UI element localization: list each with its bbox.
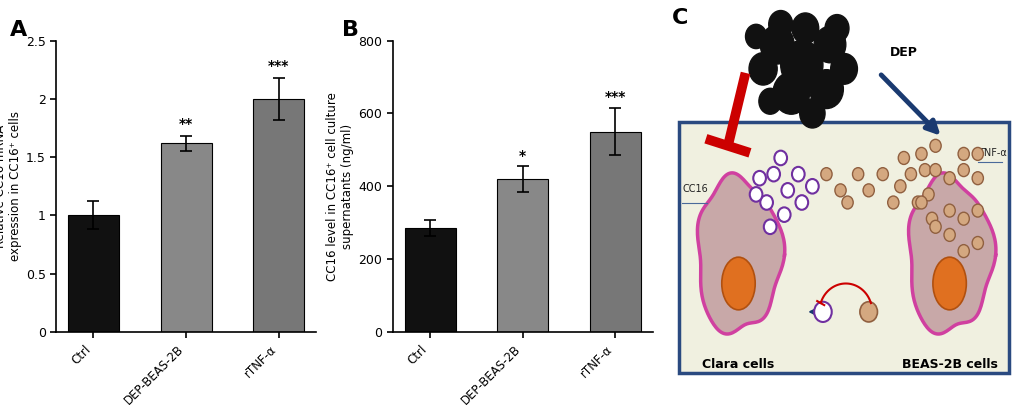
Circle shape <box>957 212 968 225</box>
Circle shape <box>922 188 933 201</box>
Circle shape <box>780 40 822 89</box>
Bar <box>589 132 640 332</box>
Bar <box>161 143 212 332</box>
Circle shape <box>971 147 982 160</box>
Circle shape <box>745 24 766 49</box>
Text: ***: *** <box>604 90 626 104</box>
Circle shape <box>841 196 852 209</box>
Text: CC16: CC16 <box>682 184 707 194</box>
Circle shape <box>876 168 888 181</box>
Circle shape <box>752 171 765 185</box>
Circle shape <box>799 99 824 128</box>
Circle shape <box>911 196 922 209</box>
Circle shape <box>943 172 955 185</box>
Circle shape <box>759 25 794 64</box>
Text: B: B <box>341 20 359 40</box>
Circle shape <box>929 164 941 177</box>
Circle shape <box>773 151 787 165</box>
Circle shape <box>957 245 968 258</box>
Circle shape <box>795 195 807 210</box>
Text: BEAS-2B cells: BEAS-2B cells <box>901 358 997 371</box>
Circle shape <box>915 196 926 209</box>
Circle shape <box>772 72 809 114</box>
Circle shape <box>971 237 982 249</box>
Text: ***: *** <box>268 59 289 73</box>
Circle shape <box>915 147 926 160</box>
Circle shape <box>805 179 818 194</box>
Circle shape <box>929 220 941 233</box>
Y-axis label: Relative CC16 mRNA
expression in CC16⁺ cells: Relative CC16 mRNA expression in CC16⁺ c… <box>0 111 21 261</box>
Text: *: * <box>519 149 526 163</box>
Text: DEP: DEP <box>889 46 917 59</box>
Circle shape <box>758 88 781 114</box>
Text: A: A <box>10 20 28 40</box>
Circle shape <box>957 164 968 177</box>
FancyBboxPatch shape <box>678 122 1009 373</box>
Circle shape <box>971 172 982 185</box>
Circle shape <box>766 167 780 181</box>
Ellipse shape <box>932 257 965 310</box>
Circle shape <box>943 204 955 217</box>
Circle shape <box>898 151 909 164</box>
Circle shape <box>887 196 898 209</box>
Circle shape <box>813 26 845 63</box>
Circle shape <box>943 228 955 241</box>
Circle shape <box>809 70 843 109</box>
Bar <box>405 228 455 332</box>
Circle shape <box>781 183 794 198</box>
Circle shape <box>791 13 818 44</box>
Circle shape <box>905 168 916 181</box>
Polygon shape <box>697 173 784 334</box>
Circle shape <box>749 187 761 202</box>
Circle shape <box>777 207 790 222</box>
Y-axis label: CC16 level in CC16⁺ cell culture
supernatants (ng/ml): CC16 level in CC16⁺ cell culture superna… <box>326 92 354 281</box>
Circle shape <box>957 147 968 160</box>
Circle shape <box>759 195 772 210</box>
Circle shape <box>859 302 876 322</box>
Circle shape <box>929 139 941 152</box>
Circle shape <box>820 168 832 181</box>
Circle shape <box>791 167 804 181</box>
Circle shape <box>918 164 929 177</box>
Circle shape <box>862 184 873 197</box>
Circle shape <box>835 184 846 197</box>
Text: C: C <box>671 8 688 28</box>
Circle shape <box>829 53 857 84</box>
Polygon shape <box>908 173 995 334</box>
Circle shape <box>824 15 848 42</box>
Bar <box>253 99 304 332</box>
Circle shape <box>813 302 830 322</box>
Circle shape <box>925 212 936 225</box>
Text: Clara cells: Clara cells <box>702 358 773 371</box>
Circle shape <box>763 220 775 234</box>
Circle shape <box>768 11 792 38</box>
Bar <box>497 179 548 332</box>
Circle shape <box>971 204 982 217</box>
Ellipse shape <box>721 257 754 310</box>
Circle shape <box>748 53 776 85</box>
Circle shape <box>894 180 905 193</box>
Circle shape <box>852 168 863 181</box>
Bar <box>68 215 119 332</box>
Text: TNF-α: TNF-α <box>977 148 1006 158</box>
Text: **: ** <box>179 117 193 131</box>
